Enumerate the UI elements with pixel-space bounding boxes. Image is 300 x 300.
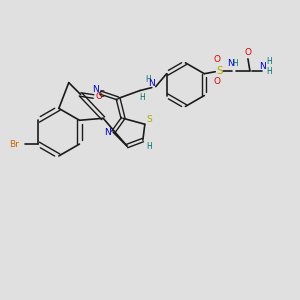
Text: H: H: [266, 67, 272, 76]
Text: H: H: [146, 142, 152, 151]
Text: H: H: [266, 57, 272, 66]
Text: N: N: [148, 79, 155, 88]
Text: H: H: [232, 59, 238, 68]
Text: N: N: [260, 62, 266, 71]
Text: O: O: [214, 77, 221, 86]
Text: O: O: [214, 55, 221, 64]
Text: C: C: [98, 90, 104, 99]
Text: S: S: [146, 115, 152, 124]
Text: N: N: [227, 59, 233, 68]
Text: H: H: [139, 93, 145, 102]
Text: O: O: [244, 48, 251, 57]
Text: N: N: [104, 128, 111, 137]
Text: N: N: [92, 85, 99, 94]
Text: Br: Br: [10, 140, 20, 148]
Text: H: H: [145, 75, 151, 84]
Text: S: S: [216, 66, 223, 76]
Text: O: O: [96, 92, 103, 101]
